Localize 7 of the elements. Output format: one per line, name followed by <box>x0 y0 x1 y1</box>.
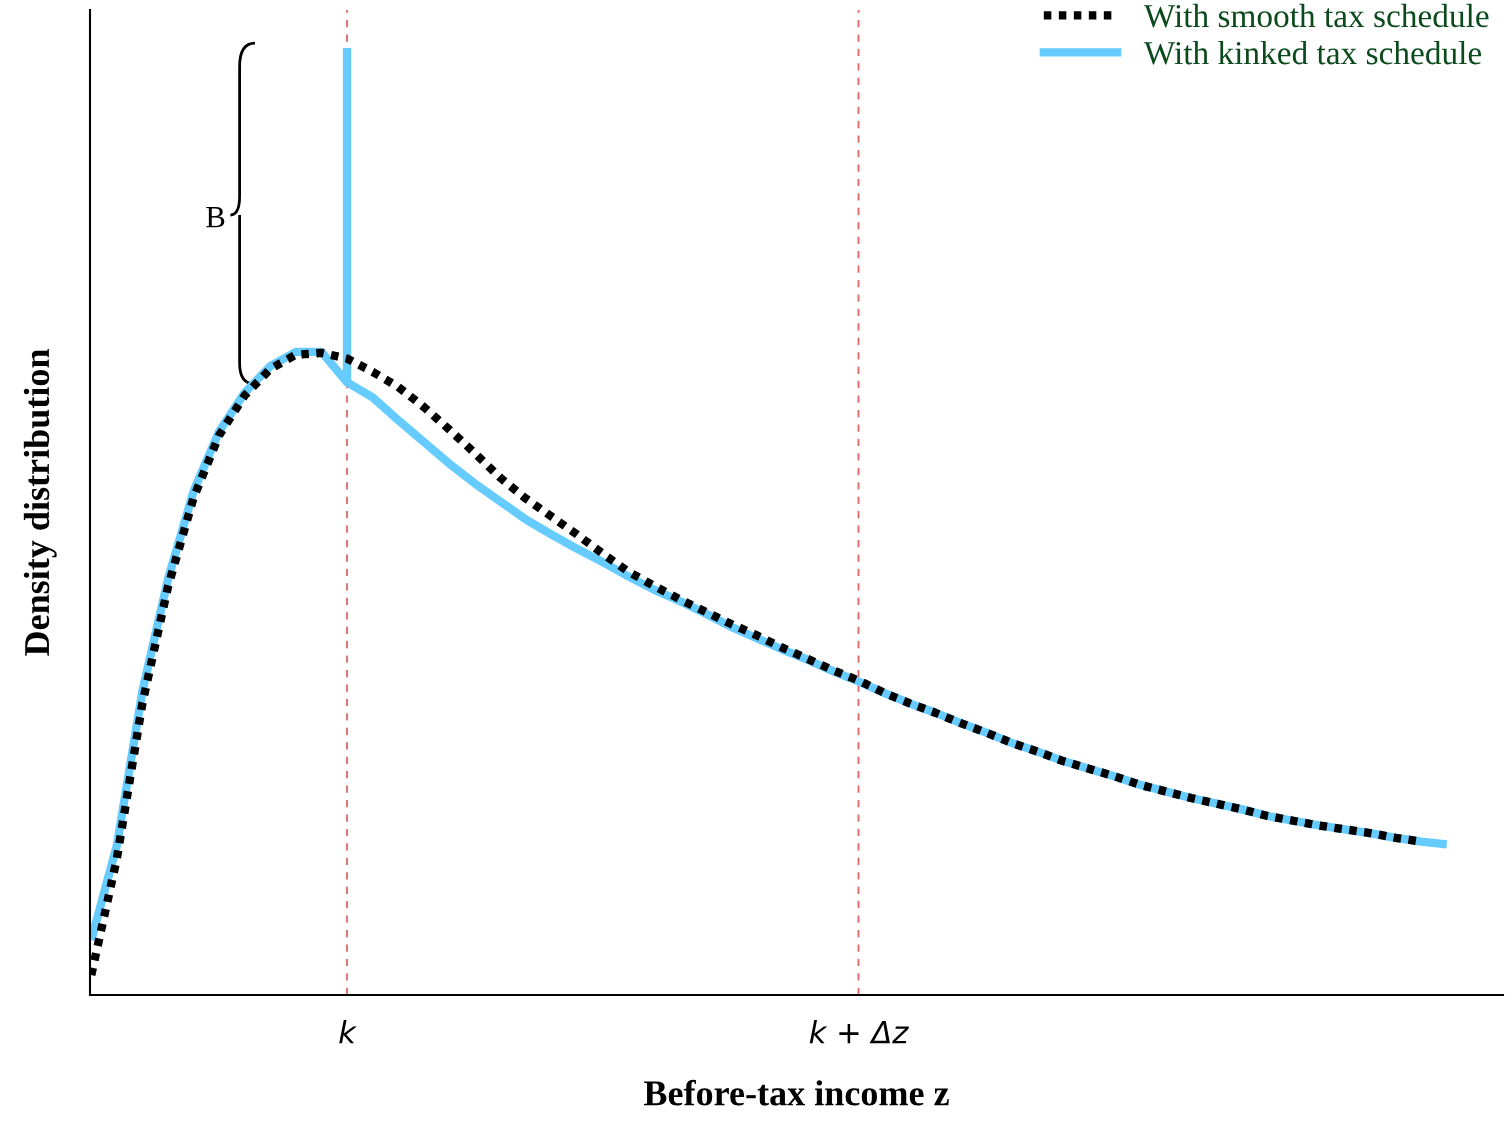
annotation: B <box>206 207 225 228</box>
y-axis-title: Density distribution <box>23 349 57 656</box>
x-tick-label: k <box>339 1020 357 1044</box>
legend-label: With kinked tax schedule <box>1143 40 1482 65</box>
x-tick-label: k + Δz <box>809 1020 909 1044</box>
x-axis-title: Before-tax income z <box>644 1079 949 1106</box>
legend-label: With smooth tax schedule <box>1143 3 1489 28</box>
